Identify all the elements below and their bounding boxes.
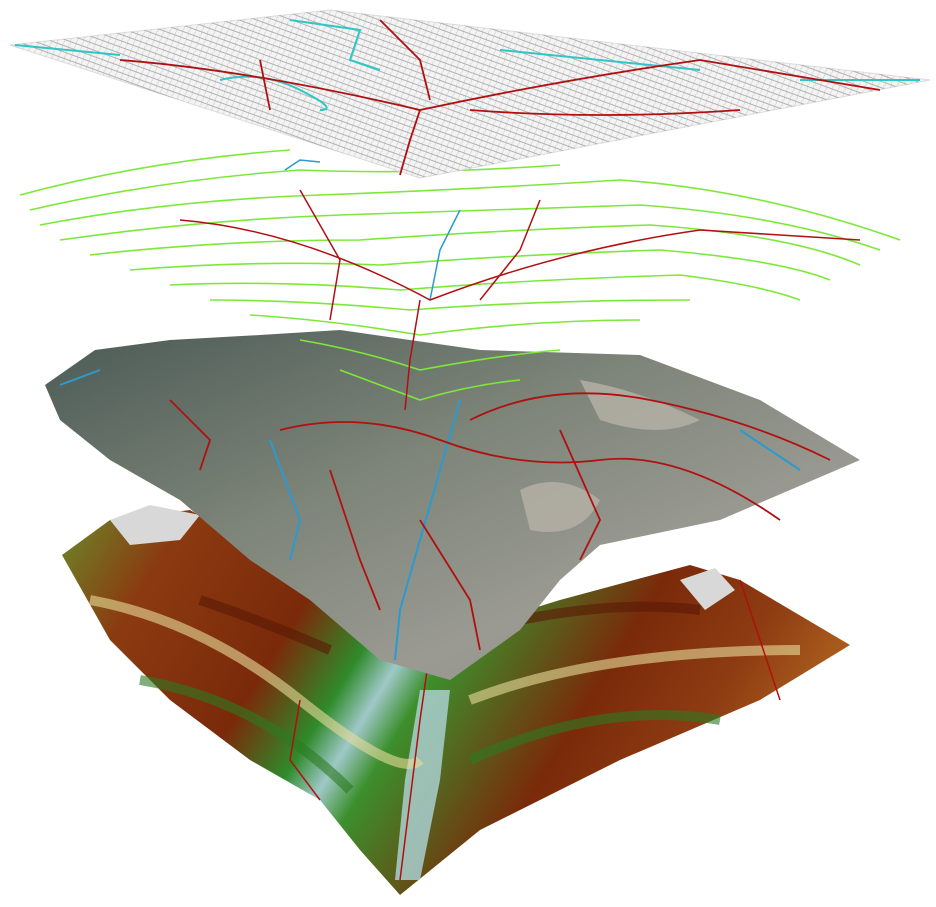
stream [14,44,121,56]
road [329,469,381,611]
roads [289,579,781,881]
roads [169,392,831,651]
road [179,219,861,301]
road [399,649,431,881]
stream [59,369,101,386]
aerial-layer [45,330,860,680]
contour [249,314,641,336]
road [469,392,831,461]
elevation-layer [62,505,850,895]
contour [39,179,901,241]
road [299,189,341,321]
base-map-layer [9,9,931,179]
contour [129,249,831,281]
road [559,429,601,561]
contours [19,149,901,401]
contour-layer [19,149,901,411]
band [519,601,701,625]
band [198,595,332,655]
contour [339,369,521,401]
terrain-bands [89,595,801,794]
band [139,675,354,794]
road [379,19,431,101]
streams [284,159,461,301]
snow-peak [680,568,735,610]
stream [289,19,381,71]
road [399,109,421,176]
band [468,645,801,705]
contour [89,224,861,266]
stream [739,429,801,471]
streams [59,369,801,661]
road [279,421,781,521]
road [479,199,541,301]
contour [169,274,801,301]
snow-peak [110,505,200,545]
valley-floor [395,690,450,880]
road [469,109,741,116]
stream [284,159,321,171]
roads [179,189,861,411]
road [289,699,321,801]
road [404,299,421,411]
base-map-texture [10,10,930,178]
stream [269,439,302,561]
contour [59,204,881,251]
road [169,399,212,471]
stream [394,399,461,661]
stream [429,209,461,301]
road [419,519,481,651]
contour [29,164,561,211]
contour [299,339,561,371]
roads [119,19,881,176]
band [89,595,424,769]
stream [219,75,328,111]
contour [19,149,291,196]
contour [209,299,691,311]
road [259,59,271,111]
road [739,579,781,701]
town [580,380,700,430]
stream [499,49,701,71]
town [520,482,600,532]
band [467,710,721,765]
